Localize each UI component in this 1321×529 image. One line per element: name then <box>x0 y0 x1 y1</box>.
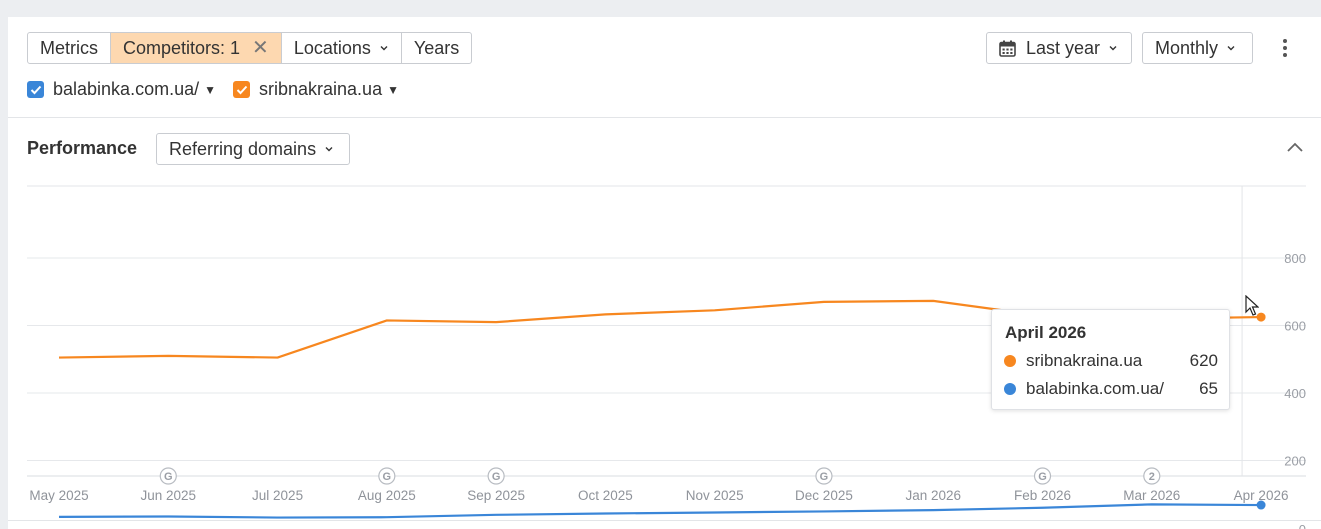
x-tick-label: Feb 2026 <box>1014 488 1071 503</box>
date-range-label: Last year <box>1026 37 1101 58</box>
more-options-icon[interactable] <box>1277 39 1293 59</box>
section-title: Performance <box>27 138 138 158</box>
tooltip-title: April 2026 <box>1005 323 1087 342</box>
event-marker-label: G <box>820 471 829 483</box>
x-tick-label: Sep 2025 <box>467 488 525 503</box>
calendar-icon <box>999 40 1016 57</box>
line-chart: 800 600 400 200 0 May 2025 Jun 2025 Jul 2025 Aug… <box>27 185 1306 529</box>
tab-metrics[interactable]: Metrics <box>28 33 111 63</box>
event-marker <box>1143 467 1161 485</box>
event-marker <box>487 467 505 485</box>
domain-label: balabinka.com.ua/ <box>53 79 200 99</box>
metric-label: Referring domains <box>169 138 317 159</box>
caret-down-icon[interactable]: ▼ <box>387 82 399 97</box>
chevron-up-icon[interactable] <box>1286 141 1304 155</box>
event-marker-label: G <box>492 471 501 483</box>
view-tabs: Metrics Competitors: 1 ✕ Locations Years <box>27 32 473 64</box>
tooltip-series-value: 65 <box>1199 379 1218 398</box>
granularity-label: Monthly <box>1155 37 1219 58</box>
tab-locations[interactable]: Locations <box>282 33 402 63</box>
x-tick-label: Apr 2026 <box>1234 488 1289 503</box>
y-tick-label: 400 <box>1284 386 1306 401</box>
footer-divider <box>8 520 1321 521</box>
event-marker-label: G <box>1038 471 1047 483</box>
x-tick-label: Aug 2025 <box>358 488 416 503</box>
tooltip-series-value: 620 <box>1189 351 1218 370</box>
granularity-dropdown[interactable]: Monthly <box>1142 32 1253 64</box>
event-marker <box>159 467 177 485</box>
event-marker <box>378 467 396 485</box>
section-divider <box>8 117 1321 118</box>
chart-tooltip: April 2026 sribnakraina.ua 620 balabinka… <box>991 309 1230 410</box>
domain-label: sribnakraina.ua <box>259 79 383 99</box>
series-dot <box>1004 355 1016 367</box>
x-tick-label: Oct 2025 <box>578 488 633 503</box>
series-line-balabinka-com-ua <box>58 503 1262 519</box>
event-marker <box>815 467 833 485</box>
event-marker <box>1033 467 1052 485</box>
domain-toggle-balabinka[interactable]: balabinka.com.ua/ ▼ <box>27 79 216 100</box>
x-tick-label: Jun 2025 <box>140 488 196 503</box>
caret-down-icon[interactable]: ▼ <box>204 82 216 97</box>
domain-toggle-sribnakraina[interactable]: sribnakraina.ua ▼ <box>233 79 399 100</box>
date-range-dropdown[interactable]: Last year <box>986 32 1132 64</box>
y-tick-label: 600 <box>1284 319 1306 334</box>
chevron-down-icon <box>1109 46 1117 51</box>
x-tick-label: Dec 2025 <box>795 488 853 503</box>
chevron-down-icon <box>325 147 333 152</box>
tab-years[interactable]: Years <box>413 37 460 58</box>
checkbox-icon[interactable] <box>233 81 250 98</box>
series-end-point <box>1256 312 1266 322</box>
chevron-down-icon <box>1227 46 1235 51</box>
tooltip-row: sribnakraina.ua 620 <box>1004 351 1218 371</box>
tab-competitors[interactable]: Competitors: 1 ✕ <box>111 33 282 63</box>
y-tick-label: 800 <box>1284 251 1306 266</box>
main-card: Metrics Competitors: 1 ✕ Locations Years… <box>8 17 1321 529</box>
x-tick-label: May 2025 <box>29 488 88 503</box>
chevron-down-icon <box>380 46 388 51</box>
mouse-cursor-icon <box>1245 295 1259 316</box>
event-marker-label: G <box>383 471 392 483</box>
series-end-point <box>1256 500 1266 510</box>
checkbox-icon[interactable] <box>27 81 44 98</box>
y-tick-label: 0 <box>1299 522 1306 529</box>
metric-dropdown[interactable]: Referring domains <box>156 133 350 165</box>
event-marker-label: G <box>164 471 173 483</box>
event-marker-label: 2 <box>1149 471 1155 483</box>
tooltip-series-name: sribnakraina.ua <box>1026 351 1143 370</box>
tooltip-row: balabinka.com.ua/ 65 <box>1004 379 1218 399</box>
tooltip-series-name: balabinka.com.ua/ <box>1026 379 1164 398</box>
close-icon[interactable]: ✕ <box>252 37 269 59</box>
x-tick-label: Mar 2026 <box>1123 488 1180 503</box>
y-tick-label: 200 <box>1284 454 1306 469</box>
x-tick-label: Nov 2025 <box>686 488 744 503</box>
x-tick-label: Jul 2025 <box>252 488 303 503</box>
x-tick-label: Jan 2026 <box>905 488 961 503</box>
series-dot <box>1004 383 1016 395</box>
